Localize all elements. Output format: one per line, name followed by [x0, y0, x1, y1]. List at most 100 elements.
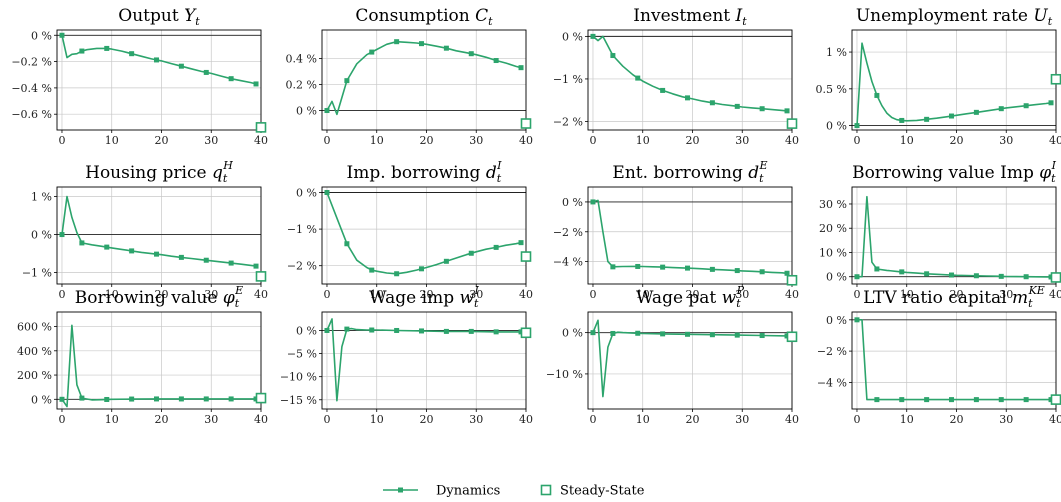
- x-tick-label: 0: [323, 288, 330, 301]
- chart-title-text: Output: [118, 6, 184, 26]
- chart-title-text: LTV ratio capital: [863, 288, 1012, 308]
- x-tick-label: 20: [949, 134, 963, 147]
- x-tick-label: 20: [154, 413, 168, 426]
- chart-title-symbol: d: [748, 163, 759, 183]
- dynamics-marker: [660, 87, 666, 93]
- dynamics-marker: [685, 265, 691, 271]
- dynamics-marker: [635, 330, 641, 336]
- dynamics-marker: [344, 78, 350, 84]
- chart-title: Borrowing value Imp φtI: [852, 159, 1056, 185]
- chart-title-symbol: m: [1012, 288, 1028, 308]
- dynamics-marker: [998, 273, 1004, 279]
- chart-title-text: Imp. borrowing: [346, 163, 485, 183]
- x-tick-label: 10: [636, 134, 650, 147]
- y-tick-label: 1 %: [826, 46, 847, 59]
- plot-frame: [56, 186, 262, 285]
- dynamics-marker: [443, 45, 449, 51]
- dynamics-marker: [59, 396, 65, 402]
- dynamics-marker: [759, 269, 765, 275]
- dynamics-marker: [369, 327, 375, 333]
- x-tick-label: 30: [204, 288, 218, 301]
- y-tick-label: −2 %: [287, 260, 317, 273]
- dynamics-marker: [344, 241, 350, 247]
- x-tick-label: 20: [154, 288, 168, 301]
- y-tick-label: −2 %: [817, 345, 847, 358]
- dynamics-marker: [493, 58, 499, 64]
- x-tick-label: 0: [853, 413, 860, 426]
- dynamics-marker: [949, 272, 955, 278]
- dynamics-marker: [899, 397, 905, 403]
- x-tick-label: 40: [519, 288, 533, 301]
- x-tick-label: 40: [1049, 288, 1061, 301]
- x-tick-label: 40: [519, 413, 533, 426]
- chart-title-subscript: t: [736, 297, 741, 310]
- dynamics-marker: [154, 396, 160, 402]
- y-tick-label: −2 %: [553, 226, 583, 239]
- chart-title: LTV ratio capital mtKE: [863, 284, 1045, 310]
- chart-title-symbol: φ: [223, 288, 235, 308]
- dynamics-series-line: [592, 35, 788, 112]
- panels: Output Yt0 10 20 30 400 %−0.2 %−0.4 %−0.6 %C…: [11, 6, 1061, 426]
- dynamics-marker: [79, 240, 85, 246]
- x-tick-label: 10: [105, 288, 119, 301]
- x-tick-label: 40: [1049, 134, 1061, 147]
- y-tick-label: −4 %: [553, 256, 583, 269]
- dynamics-marker: [394, 327, 400, 333]
- dynamics-marker: [178, 63, 184, 69]
- dynamics-marker: [104, 396, 110, 402]
- plot-frame: [56, 29, 262, 131]
- dynamics-marker: [610, 330, 616, 336]
- x-tick-label: 30: [735, 288, 749, 301]
- dynamics-marker: [685, 331, 691, 337]
- dynamics-marker: [468, 328, 474, 334]
- dynamics-marker: [709, 332, 715, 338]
- chart-title-symbol: U: [1033, 6, 1048, 26]
- x-tick-label: 10: [370, 134, 384, 147]
- y-tick-label: 0 %: [562, 196, 583, 209]
- dynamics-marker: [104, 45, 110, 51]
- steady-state-marker: [255, 122, 267, 133]
- steady-state-marker: [520, 118, 532, 129]
- steady-state-marker: [786, 331, 798, 343]
- x-tick-label: 0: [589, 134, 596, 147]
- x-tick-label: 20: [419, 288, 433, 301]
- dynamics-marker: [610, 264, 616, 270]
- chart-title: Housing price qtH: [85, 159, 233, 185]
- y-tick-label: 0 %: [31, 393, 52, 406]
- dynamics-marker: [253, 81, 259, 87]
- chart-title-text: Wage imp: [369, 288, 459, 308]
- x-tick-label: 30: [469, 288, 483, 301]
- x-tick-label: 0: [853, 288, 860, 301]
- dynamics-marker: [1023, 103, 1029, 109]
- x-tick-label: 0: [853, 134, 860, 147]
- plot-frame: [851, 311, 1057, 410]
- dynamics-marker: [324, 108, 330, 114]
- y-tick-label: −1 %: [287, 223, 317, 236]
- dynamics-marker: [590, 330, 596, 336]
- y-tick-label: −0.2 %: [11, 56, 52, 69]
- y-tick-label: −15 %: [280, 394, 317, 407]
- x-tick-label: 20: [685, 413, 699, 426]
- chart-panel-8: Borrowing value Imp φtI 0 10 20 30 40 0 % 10 % 2…: [819, 159, 1061, 301]
- dynamics-marker: [973, 109, 979, 115]
- legend-steady-state-label: Steady-State: [560, 484, 645, 499]
- x-tick-label: 10: [900, 288, 914, 301]
- x-tick-label: 20: [154, 134, 168, 147]
- y-tick-label: 0 %: [826, 314, 847, 327]
- steady-state-marker: [786, 118, 798, 129]
- chart-title: Wage imp wtI: [369, 284, 479, 310]
- chart-panel-7: Ent. borrowing dtE 0 10 20 30 40 0 % −2 % −4 %: [553, 159, 799, 301]
- x-tick-label: 40: [1049, 413, 1061, 426]
- chart-title-superscript: I: [1051, 159, 1057, 172]
- dynamics-marker: [635, 263, 641, 269]
- x-tick-label: 0: [323, 134, 330, 147]
- chart-title-symbol: w: [459, 288, 474, 308]
- dynamics-marker: [949, 397, 955, 403]
- dynamics-marker: [1023, 397, 1029, 403]
- y-tick-label: 400 %: [17, 345, 52, 358]
- dynamics-marker: [493, 244, 499, 250]
- dynamics-marker: [924, 116, 930, 122]
- x-tick-label: 10: [105, 413, 119, 426]
- dynamics-marker: [973, 397, 979, 403]
